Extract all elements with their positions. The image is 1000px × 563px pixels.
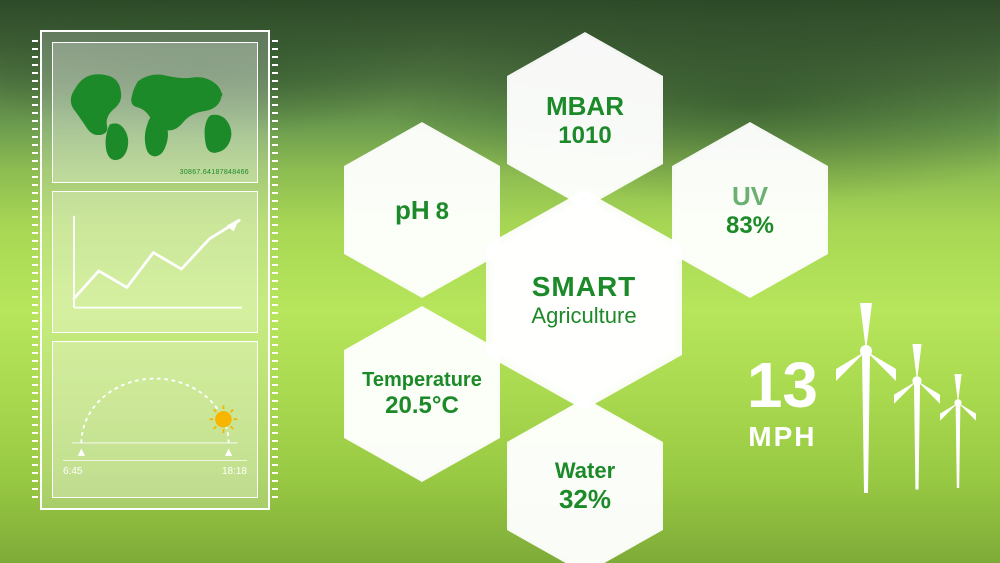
wind-turbine-icon <box>940 363 976 493</box>
sun-arc-card: 6:45 18:18 <box>52 341 258 498</box>
sun-arc-chart <box>63 362 247 460</box>
water-value: 32% <box>559 484 611 515</box>
map-coordinate: 30867.64187848466 <box>180 169 249 176</box>
wind-turbine-icon <box>836 293 896 493</box>
uv-label: UV <box>732 181 768 212</box>
info-panel: 30867.64187848466 6:45 18:18 <box>40 30 270 510</box>
wind-turbine-icon <box>894 333 940 493</box>
water-label: Water <box>555 458 615 484</box>
uv-value: 83% <box>726 212 774 240</box>
sunrise-time: 6:45 <box>63 466 82 477</box>
wind-unit: MPH <box>747 421 818 453</box>
world-map-card: 30867.64187848466 <box>52 42 258 183</box>
world-map-icon <box>61 53 249 171</box>
wind-readout: 13 MPH <box>747 353 818 453</box>
sunset-time: 18:18 <box>222 466 247 477</box>
ph-value: 8 <box>436 198 449 226</box>
trend-line-chart <box>63 206 247 317</box>
temperature-value: 20.5°C <box>385 392 459 420</box>
temperature-label: Temperature <box>362 369 482 392</box>
trend-chart-card <box>52 191 258 332</box>
wind-value: 13 <box>747 353 818 417</box>
title-line1: SMART <box>532 271 637 303</box>
title-line2: Agriculture <box>531 303 636 329</box>
pressure-label: MBAR <box>546 91 624 122</box>
wind-section: 13 MPH <box>747 293 976 493</box>
sun-times-row: 6:45 18:18 <box>63 466 247 477</box>
pressure-value: 1010 <box>558 122 611 150</box>
ph-label: pH <box>395 195 430 226</box>
